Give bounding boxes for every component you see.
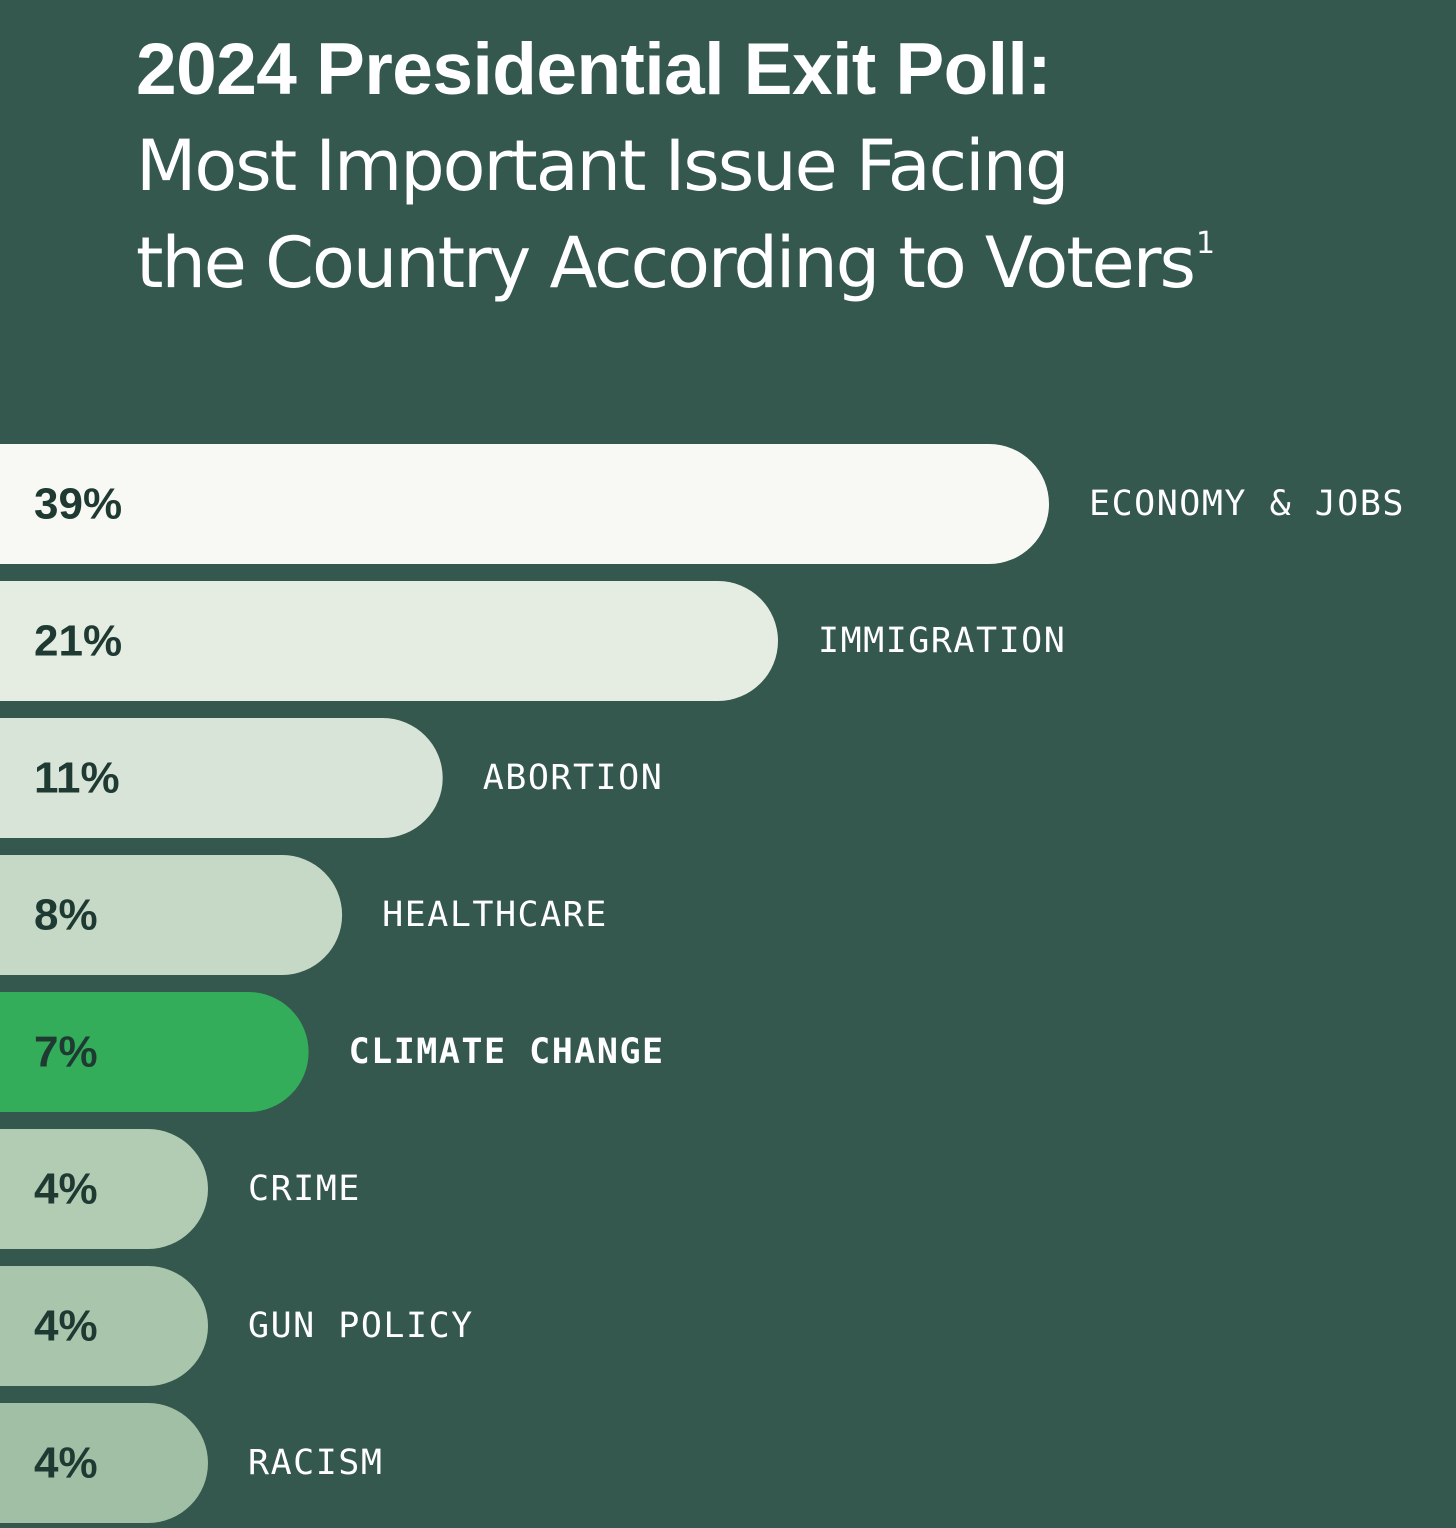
bar-row: 8% HEALTHCARE [0,855,608,975]
title-line-3-text: the Country According to Voters [136,222,1196,304]
category-label: ABORTION [483,758,664,798]
bar-value-label: 4% [34,1302,98,1351]
title-line-3: the Country According to Voters1 [136,215,1436,312]
category-label: CLIMATE CHANGE [349,1032,665,1072]
category-label: IMMIGRATION [818,621,1066,661]
bar-row: 4% GUN POLICY [0,1266,474,1386]
category-label: RACISM [248,1443,383,1483]
category-label: ECONOMY & JOBS [1089,484,1405,524]
title-line-2: Most Important Issue Facing [136,125,1069,207]
bar-value-label: 7% [34,1028,98,1077]
bar-value-label: 11% [34,754,120,803]
bar [0,1266,208,1386]
bar [0,581,778,701]
bar [0,1403,208,1523]
bar-row: 21% IMMIGRATION [0,581,1066,701]
bar-row: 4% RACISM [0,1403,383,1523]
bar-row: 11% ABORTION [0,718,664,838]
footnote-marker: 1 [1195,226,1216,261]
bar-value-label: 39% [34,480,122,529]
bar-value-label: 21% [34,617,122,666]
category-label: GUN POLICY [248,1306,474,1346]
bar [0,992,309,1112]
title-line-1: 2024 Presidential Exit Poll: [136,29,1052,110]
bar-row: 7% CLIMATE CHANGE [0,992,665,1112]
bar [0,718,443,838]
bar [0,444,1049,564]
chart-title: 2024 Presidential Exit Poll: Most Import… [136,22,1436,312]
category-label: CRIME [248,1169,361,1209]
bar [0,1129,208,1249]
bar [0,855,343,975]
bar-value-label: 4% [34,1165,98,1214]
bar-value-label: 4% [34,1439,98,1488]
bar-row: 39% ECONOMY & JOBS [0,444,1405,564]
category-label: HEALTHCARE [382,895,608,935]
bar-row: 4% CRIME [0,1129,361,1249]
bar-value-label: 8% [34,891,98,940]
